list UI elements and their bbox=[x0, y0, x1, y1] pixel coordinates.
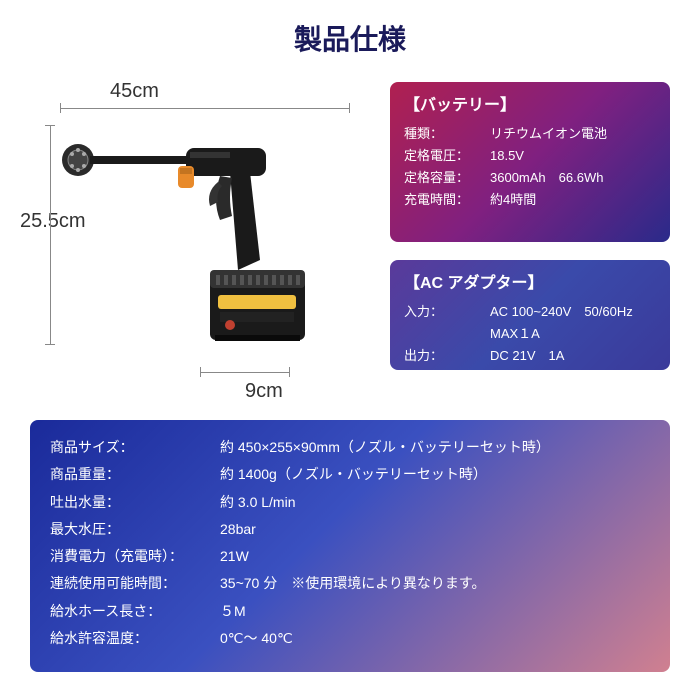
page-title: 製品仕様 bbox=[0, 0, 700, 58]
adapter-card-title: 【AC アダプター】 bbox=[404, 270, 656, 297]
product-image bbox=[60, 120, 360, 380]
spec-row: 連続使用可能時間： 35~70 分 ※使用環境により異なります。 bbox=[50, 570, 650, 597]
battery-label: 定格電圧： bbox=[404, 145, 490, 167]
adapter-row: 出力： DC 21V 1A bbox=[404, 345, 656, 367]
spec-value: 約 3.0 L/min bbox=[220, 489, 650, 516]
dimension-height-line bbox=[50, 125, 51, 345]
spec-value: 約 450×255×90mm（ノズル・バッテリーセット時） bbox=[220, 434, 650, 461]
spec-row: 給水ホース長さ： ５M bbox=[50, 598, 650, 625]
spec-row: 給水許容温度： 0℃〜 40℃ bbox=[50, 625, 650, 652]
dimension-width-line bbox=[60, 108, 350, 109]
spec-label: 給水許容温度： bbox=[50, 625, 220, 652]
dimension-width-label: 45cm bbox=[110, 80, 159, 103]
battery-row: 定格電圧： 18.5V bbox=[404, 145, 656, 167]
battery-label: 充電時間： bbox=[404, 189, 490, 211]
battery-card: 【バッテリー】 種類： リチウムイオン電池 定格電圧： 18.5V 定格容量： … bbox=[390, 82, 670, 242]
spec-value: 21W bbox=[220, 543, 650, 570]
spec-card: 商品サイズ： 約 450×255×90mm（ノズル・バッテリーセット時） 商品重… bbox=[30, 420, 670, 672]
adapter-value: DC 21V 1A bbox=[490, 345, 656, 367]
battery-card-title: 【バッテリー】 bbox=[404, 92, 656, 119]
adapter-card: 【AC アダプター】 入力： AC 100~240V 50/60Hz MAX１A… bbox=[390, 260, 670, 370]
adapter-value: AC 100~240V 50/60Hz MAX１A bbox=[490, 301, 656, 345]
spec-label: 連続使用可能時間： bbox=[50, 570, 220, 597]
product-diagram: 45cm 25.5cm 9cm bbox=[30, 60, 380, 420]
spec-value: 28bar bbox=[220, 516, 650, 543]
spec-label: 商品重量： bbox=[50, 461, 220, 488]
spec-row: 商品重量： 約 1400g（ノズル・バッテリーセット時） bbox=[50, 461, 650, 488]
spec-value: 約 1400g（ノズル・バッテリーセット時） bbox=[220, 461, 650, 488]
battery-row: 種類： リチウムイオン電池 bbox=[404, 123, 656, 145]
spec-label: 給水ホース長さ： bbox=[50, 598, 220, 625]
spec-row: 商品サイズ： 約 450×255×90mm（ノズル・バッテリーセット時） bbox=[50, 434, 650, 461]
spec-row: 吐出水量： 約 3.0 L/min bbox=[50, 489, 650, 516]
battery-row: 定格容量： 3600mAh 66.6Wh bbox=[404, 167, 656, 189]
battery-label: 定格容量： bbox=[404, 167, 490, 189]
spec-row: 最大水圧： 28bar bbox=[50, 516, 650, 543]
adapter-row: 入力： AC 100~240V 50/60Hz MAX１A bbox=[404, 301, 656, 345]
spec-value: 0℃〜 40℃ bbox=[220, 625, 650, 652]
battery-value: リチウムイオン電池 bbox=[490, 123, 656, 145]
battery-label: 種類： bbox=[404, 123, 490, 145]
spec-label: 最大水圧： bbox=[50, 516, 220, 543]
spec-value: ５M bbox=[220, 598, 650, 625]
adapter-label: 出力： bbox=[404, 345, 490, 367]
spec-value: 35~70 分 ※使用環境により異なります。 bbox=[220, 570, 650, 597]
battery-row: 充電時間： 約4時間 bbox=[404, 189, 656, 211]
spec-label: 商品サイズ： bbox=[50, 434, 220, 461]
spec-row: 消費電力（充電時）： 21W bbox=[50, 543, 650, 570]
dimension-depth-label: 9cm bbox=[245, 380, 283, 403]
spec-label: 吐出水量： bbox=[50, 489, 220, 516]
spec-label: 消費電力（充電時）： bbox=[50, 543, 220, 570]
battery-value: 約4時間 bbox=[490, 189, 656, 211]
battery-value: 3600mAh 66.6Wh bbox=[490, 167, 656, 189]
adapter-label: 入力： bbox=[404, 301, 490, 345]
battery-value: 18.5V bbox=[490, 145, 656, 167]
